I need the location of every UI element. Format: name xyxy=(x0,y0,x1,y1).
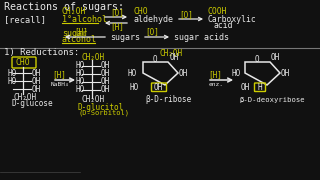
Text: CHO: CHO xyxy=(133,8,148,17)
Text: [H]: [H] xyxy=(110,22,124,32)
Text: NaBH₄: NaBH₄ xyxy=(51,82,70,87)
Text: HO: HO xyxy=(7,76,16,86)
Text: D-glucitol: D-glucitol xyxy=(78,102,124,111)
Text: OH: OH xyxy=(101,62,110,71)
Text: [O]: [O] xyxy=(110,8,124,17)
Text: HO: HO xyxy=(76,78,85,87)
Text: OH: OH xyxy=(241,82,250,91)
Text: sugar acids: sugar acids xyxy=(174,33,229,42)
Text: HO: HO xyxy=(130,82,139,91)
Text: sugar: sugar xyxy=(62,28,87,37)
Text: HO: HO xyxy=(128,69,137,78)
Text: alcohol: alcohol xyxy=(62,35,97,44)
Text: OH: OH xyxy=(32,76,41,86)
Text: [H]: [H] xyxy=(52,71,66,80)
Text: acid: acid xyxy=(213,21,233,30)
Text: OH: OH xyxy=(154,82,163,91)
Text: OH: OH xyxy=(271,53,280,62)
Text: O: O xyxy=(153,55,158,64)
Text: Carboxylic: Carboxylic xyxy=(208,15,257,24)
Text: O: O xyxy=(255,55,260,64)
Text: OH: OH xyxy=(281,69,290,78)
Text: [H]: [H] xyxy=(208,71,222,80)
Text: [H]: [H] xyxy=(74,28,88,37)
Text: 1) Reductions:: 1) Reductions: xyxy=(4,48,79,57)
Text: CH₂OH: CH₂OH xyxy=(62,8,86,17)
Text: OH: OH xyxy=(101,78,110,87)
Text: HO: HO xyxy=(7,69,16,78)
Text: OH: OH xyxy=(101,69,110,78)
Text: CH₂OH: CH₂OH xyxy=(160,48,183,57)
Text: H: H xyxy=(257,82,262,91)
Text: CH₂OH: CH₂OH xyxy=(14,93,37,102)
Text: [O]: [O] xyxy=(179,10,193,19)
Text: HO: HO xyxy=(76,69,85,78)
Text: OH: OH xyxy=(101,86,110,94)
Text: CHO: CHO xyxy=(15,58,30,67)
Text: COOH: COOH xyxy=(208,8,228,17)
Text: (D-Sorbitol): (D-Sorbitol) xyxy=(78,110,129,116)
Text: [recall]: [recall] xyxy=(4,15,46,24)
Text: HO: HO xyxy=(76,86,85,94)
Text: β-D-ribose: β-D-ribose xyxy=(145,96,191,105)
Text: CH₂OH: CH₂OH xyxy=(81,53,104,62)
Text: enz.: enz. xyxy=(209,82,224,87)
Text: [O]: [O] xyxy=(145,28,159,37)
Text: Reactions of sugars:: Reactions of sugars: xyxy=(4,2,124,12)
Text: HO: HO xyxy=(232,69,241,78)
Text: aldehyde: aldehyde xyxy=(133,15,173,24)
Text: CH₂OH: CH₂OH xyxy=(82,96,105,105)
Text: OH: OH xyxy=(32,69,41,78)
Text: OH: OH xyxy=(32,84,41,93)
Text: OH: OH xyxy=(170,53,179,62)
Text: β-D-deoxyribose: β-D-deoxyribose xyxy=(240,97,306,103)
Text: OH: OH xyxy=(179,69,188,78)
Text: 1°alcohol: 1°alcohol xyxy=(62,15,107,24)
Text: sugars: sugars xyxy=(110,33,140,42)
Text: D-glucose: D-glucose xyxy=(12,100,54,109)
Text: HO: HO xyxy=(76,62,85,71)
